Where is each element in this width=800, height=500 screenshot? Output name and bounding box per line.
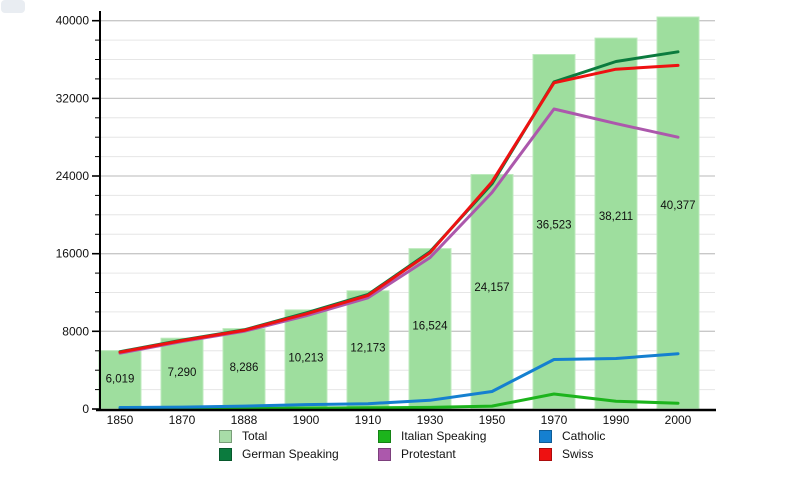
bar-value-label: 16,524 <box>412 321 448 333</box>
x-axis-tick-label: 1888 <box>231 413 258 427</box>
total-bar <box>222 328 266 410</box>
total-bar <box>160 337 204 410</box>
legend-column-1: Total German Speaking <box>219 430 378 461</box>
bar-value-label: 10,213 <box>288 352 323 364</box>
legend-swatch-german-speaking <box>219 448 232 461</box>
bar-value-label: 40,377 <box>660 200 695 212</box>
bar-value-label: 38,211 <box>599 211 633 223</box>
total-bar <box>656 16 700 409</box>
x-axis-tick-label: 1970 <box>541 413 568 427</box>
legend-label-german-speaking: German Speaking <box>242 447 339 461</box>
legend-swatch-catholic <box>539 430 552 443</box>
y-axis-tick-label: 0 <box>82 402 89 416</box>
legend-swatch-total <box>219 430 232 443</box>
legend-label-italian-speaking: Italian Speaking <box>401 429 487 443</box>
series-line-swiss <box>118 63 680 354</box>
legend-label-catholic: Catholic <box>562 429 606 443</box>
bar-value-label: 6,019 <box>106 374 135 386</box>
bar-value-label: 7,290 <box>168 367 197 379</box>
total-bar <box>470 174 514 409</box>
x-axis-tick-label: 1850 <box>107 413 134 427</box>
total-bar <box>594 37 638 409</box>
chart-legend: Total German Speaking Italian Speaking P… <box>219 430 605 461</box>
y-axis-tick-label: 24000 <box>56 169 90 183</box>
bar-value-label: 24,157 <box>474 282 509 294</box>
legend-swatch-italian-speaking <box>378 430 391 443</box>
x-axis-tick-label: 1930 <box>417 413 444 427</box>
x-axis-tick-label: 1900 <box>293 413 320 427</box>
total-bar <box>346 290 390 409</box>
legend-label-protestant: Protestant <box>401 447 456 461</box>
x-axis-tick-label: 1910 <box>355 413 382 427</box>
x-axis-tick-label: 1870 <box>169 413 196 427</box>
legend-item-catholic: Catholic <box>539 430 605 443</box>
legend-item-german-speaking: German Speaking <box>219 448 378 461</box>
bar-value-label: 12,173 <box>350 343 385 355</box>
legend-item-italian-speaking: Italian Speaking <box>378 430 539 443</box>
legend-swatch-protestant <box>378 448 391 461</box>
y-axis-tick-label: 8000 <box>62 324 89 338</box>
x-axis-tick-label: 1950 <box>479 413 506 427</box>
series-line-italian-speaking <box>118 392 680 411</box>
x-axis-tick-label: 2000 <box>665 413 692 427</box>
legend-label-total: Total <box>242 429 268 443</box>
y-axis-tick-label: 16000 <box>56 247 90 261</box>
population-chart: 6,019 7,290 8,286 10,213 12,173 16,524 24,157 3… <box>56 11 716 427</box>
series-line-protestant <box>118 107 680 355</box>
bar-value-label: 8,286 <box>230 362 259 374</box>
series-line-german-speaking <box>118 50 680 354</box>
y-axis-tick-label: 40000 <box>56 14 90 28</box>
legend-column-3: Catholic Swiss <box>539 430 605 461</box>
legend-item-total: Total <box>219 430 378 443</box>
legend-item-swiss: Swiss <box>539 448 605 461</box>
total-bar <box>284 309 328 409</box>
x-axis-tick-label: 1990 <box>603 413 630 427</box>
legend-item-protestant: Protestant <box>378 448 539 461</box>
bar-value-label: 36,523 <box>536 220 571 232</box>
legend-column-2: Italian Speaking Protestant <box>378 430 539 461</box>
legend-swatch-swiss <box>539 448 552 461</box>
series-line-catholic <box>118 352 680 409</box>
y-axis-tick-label: 32000 <box>56 91 90 105</box>
corner-artifact <box>1 0 25 13</box>
legend-label-swiss: Swiss <box>562 447 594 461</box>
